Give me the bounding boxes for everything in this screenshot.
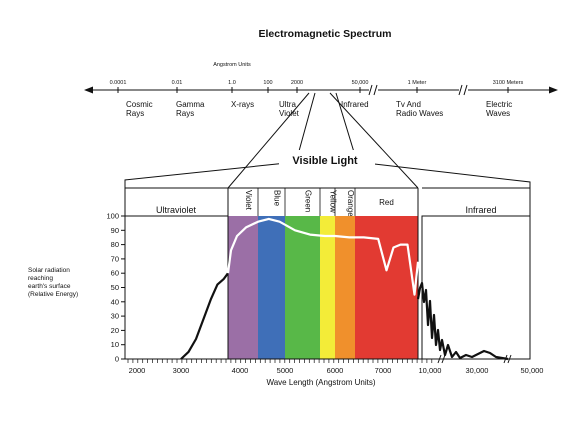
visible-left-callout-line — [227, 92, 310, 189]
y-axis-tick-label: 60 — [111, 269, 119, 278]
spectrum-region-label-line-2: Violet — [279, 109, 300, 118]
x-axis-tick-label: 10,000 — [419, 366, 442, 375]
left-arrow-icon — [84, 86, 93, 94]
x-axis-tick-label: 30,000 — [466, 366, 489, 375]
top-scale-tick-label: 2000 — [291, 80, 303, 86]
spectrum-region-label-line-2: Radio Waves — [396, 109, 443, 118]
band-label-orange: Orange — [346, 190, 355, 217]
infrared-callout-line — [335, 92, 531, 188]
top-scale-tick-label: 1 Meter — [408, 80, 427, 86]
visible-light-label-bg — [279, 150, 375, 168]
x-axis-break-mark — [507, 354, 512, 364]
y-axis-tick-label: 100 — [106, 212, 119, 221]
spectrum-region-label: X-rays — [231, 100, 254, 109]
spectrum-region-label: Electric — [486, 100, 512, 109]
top-scale-tick-label: 3100 Meters — [493, 80, 524, 86]
spectrum-region-label-line-2: Rays — [126, 109, 144, 118]
y-axis-title-line-1: Solar radiation — [28, 267, 70, 274]
radiation-curve-visible — [226, 217, 420, 296]
top-scale-tick-label: 0.01 — [172, 80, 183, 86]
y-axis-title-line-4: (Relative Energy) — [28, 291, 78, 298]
infrared-label: Infrared — [465, 205, 496, 215]
x-axis-tick-label: 6000 — [327, 366, 344, 375]
spectrum-region-label: Tv And — [396, 100, 421, 109]
band-label-violet: Violet — [244, 190, 253, 211]
x-axis-tick-label: 5000 — [277, 366, 294, 375]
ultraviolet-callout-line — [124, 92, 316, 188]
visible-light-label: Visible Light — [292, 155, 358, 167]
spectrum-region-label: Gamma — [176, 100, 205, 109]
y-axis-tick-label: 70 — [111, 254, 119, 263]
y-axis-title-line-3: earth's surface — [28, 283, 71, 290]
y-axis-tick-label: 40 — [111, 297, 119, 306]
y-axis-tick-label: 90 — [111, 226, 119, 235]
band-orange — [335, 216, 355, 359]
radiation-curve-uv — [180, 272, 229, 360]
spectrum-region-label: Ultra — [279, 100, 296, 109]
y-axis-tick-label: 80 — [111, 240, 119, 249]
top-scale-tick-label: 50,000 — [352, 80, 369, 86]
x-axis: 2000 3000 4000 5000 6000 7000 10,000 30,000 50,0… — [125, 354, 544, 375]
x-axis-break-mark — [441, 354, 446, 364]
x-axis-break-mark — [437, 354, 442, 364]
top-scale-tick-label: 1.0 — [228, 80, 236, 86]
right-arrow-icon — [549, 86, 558, 94]
radiation-curve-ir — [416, 281, 509, 361]
axis-break-1 — [368, 84, 378, 96]
x-axis-title: Wave Length (Angstrom Units) — [266, 378, 375, 387]
y-axis-tick-label: 50 — [111, 283, 119, 292]
spectrum-region-label: Cosmic — [126, 100, 153, 109]
top-scale-ticks: 0.0001 0.01 1.0 100 2000 50,000 1 Meter 3100 Me… — [110, 80, 524, 93]
x-axis-tick-label: 7000 — [375, 366, 392, 375]
x-axis-tick-label: 3000 — [173, 366, 190, 375]
y-axis-tick-label: 10 — [111, 340, 119, 349]
band-violet — [228, 216, 258, 359]
y-axis-tick-label: 30 — [111, 312, 119, 321]
uv-panel-frame — [124, 215, 229, 360]
band-label-green: Green — [304, 190, 313, 212]
y-axis: 0 10 20 30 40 50 60 70 80 90 100 — [106, 212, 126, 364]
y-axis-tick-label: 0 — [115, 355, 119, 364]
band-label-red: Red — [379, 198, 394, 207]
color-bands — [228, 216, 418, 359]
top-scale-unit-label: Angstrom Units — [213, 62, 251, 68]
spectrum-region-label-line-2: Waves — [486, 109, 510, 118]
ultraviolet-label: Ultraviolet — [156, 205, 197, 215]
y-axis-title: Solar radiation reaching earth's surface… — [28, 267, 78, 298]
band-label-yellow: Yellow — [329, 190, 338, 213]
x-axis-tick-label: 2000 — [129, 366, 146, 375]
figure-title: Electromagnetic Spectrum — [258, 28, 391, 40]
visible-right-callout-line — [329, 92, 419, 189]
y-axis-tick-label: 20 — [111, 326, 119, 335]
radiation-curve-layer — [180, 217, 509, 361]
band-green — [285, 216, 320, 359]
axis-break-2 — [458, 84, 468, 96]
band-label-blue: Blue — [273, 190, 282, 207]
y-axis-title-line-2: reaching — [28, 275, 53, 282]
band-blue — [258, 216, 285, 359]
spectrum-region-label: Infrared — [341, 100, 369, 109]
x-axis-tick-label: 4000 — [232, 366, 249, 375]
top-scale-tick-label: 0.0001 — [110, 80, 127, 86]
band-yellow — [320, 216, 335, 359]
spectrum-region-label-line-2: Rays — [176, 109, 194, 118]
band-red — [355, 216, 418, 359]
x-axis-tick-label: 50,000 — [521, 366, 544, 375]
color-band-labels: Violet Blue Green Yellow Orange Red — [228, 187, 419, 217]
top-scale-tick-label: 100 — [263, 80, 272, 86]
